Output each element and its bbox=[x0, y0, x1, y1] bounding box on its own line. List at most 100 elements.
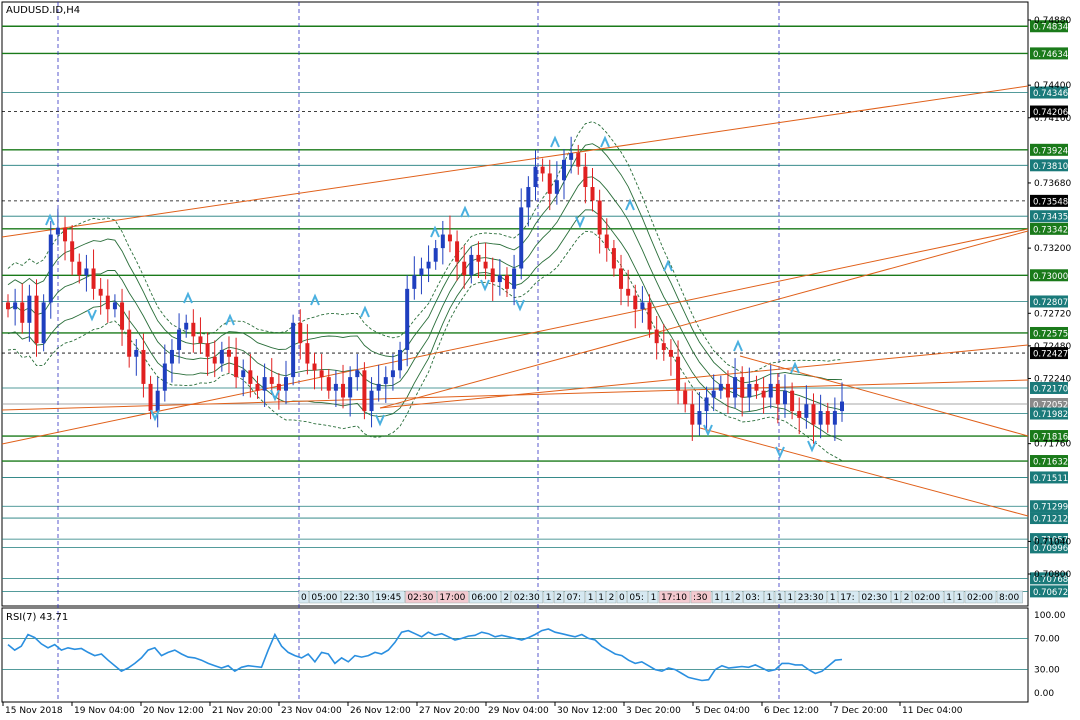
down-arrow-icon bbox=[775, 446, 785, 459]
band-line bbox=[7, 209, 843, 441]
candle-body bbox=[262, 377, 267, 391]
up-arrow-icon bbox=[663, 259, 673, 272]
level-value: 0.70768 bbox=[1033, 575, 1068, 585]
candle-body bbox=[112, 302, 117, 310]
level-value: 0.71982 bbox=[1033, 410, 1068, 420]
time-marker-text: :30 bbox=[693, 593, 708, 603]
level-value: 0.70672 bbox=[1033, 588, 1068, 598]
time-marker-box bbox=[469, 590, 501, 604]
level-value: 0.74346 bbox=[1033, 89, 1068, 99]
time-marker-text: 05:00 bbox=[311, 593, 337, 603]
candle-body bbox=[398, 349, 403, 371]
time-marker-text: 2 bbox=[735, 593, 741, 603]
candle-body bbox=[91, 268, 96, 289]
level-value: 0.71057 bbox=[1033, 536, 1068, 546]
candle-body bbox=[312, 363, 317, 371]
candle-body bbox=[790, 390, 795, 412]
time-marker-box bbox=[595, 590, 606, 604]
candle-body bbox=[255, 383, 260, 391]
candle-body bbox=[241, 370, 246, 378]
level-value: 0.72427 bbox=[1033, 350, 1068, 360]
time-marker-text: 06:00 bbox=[471, 593, 497, 603]
time-marker-text: 02:00 bbox=[967, 593, 993, 603]
level-value: 0.74206 bbox=[1033, 108, 1068, 118]
candle-body bbox=[305, 343, 310, 364]
candle-body bbox=[48, 234, 53, 303]
candle-body bbox=[13, 302, 18, 310]
candle-body bbox=[269, 377, 274, 384]
candle-body bbox=[276, 383, 281, 391]
candle-body bbox=[433, 248, 438, 262]
candle-body bbox=[362, 370, 367, 412]
level-value: 0.74634 bbox=[1033, 50, 1068, 60]
candle-body bbox=[497, 275, 502, 283]
level-tag bbox=[1030, 455, 1068, 468]
candle-body bbox=[27, 295, 32, 323]
up-arrow-icon bbox=[625, 198, 635, 211]
rsi-line bbox=[7, 628, 843, 682]
candle-body bbox=[740, 377, 745, 398]
time-marker-box bbox=[785, 590, 796, 604]
candle-body bbox=[162, 363, 167, 391]
time-axis-label: 21 Nov 20:00 bbox=[212, 706, 273, 716]
candle-body bbox=[519, 207, 524, 269]
trendline bbox=[1, 228, 1029, 445]
candle-body bbox=[818, 411, 823, 425]
candle-body bbox=[248, 370, 253, 384]
candle-body bbox=[226, 349, 231, 357]
level-tag bbox=[1030, 407, 1068, 420]
price-tick-label: 0.72240 bbox=[1034, 374, 1071, 384]
time-marker-text: 1 bbox=[777, 593, 783, 603]
level-value: 0.73342 bbox=[1033, 225, 1068, 235]
time-marker-box bbox=[827, 590, 838, 604]
candle-body bbox=[383, 377, 388, 384]
time-marker-text: 07: bbox=[567, 593, 581, 603]
level-tag bbox=[1030, 194, 1068, 207]
level-value: 0.72575 bbox=[1033, 329, 1068, 339]
time-marker-box bbox=[943, 590, 954, 604]
candle-body bbox=[768, 383, 773, 398]
down-arrow-icon bbox=[515, 299, 525, 312]
candle-body bbox=[77, 261, 82, 276]
level-value: 0.73924 bbox=[1033, 146, 1068, 156]
time-marker-box bbox=[564, 590, 586, 604]
level-tag bbox=[1030, 295, 1068, 308]
candle-body bbox=[84, 268, 89, 276]
down-arrow-icon bbox=[575, 216, 585, 229]
candle-body bbox=[41, 302, 46, 344]
level-tag bbox=[1030, 500, 1068, 513]
level-value: 0.73000 bbox=[1033, 272, 1068, 282]
up-arrow-icon bbox=[360, 305, 370, 318]
candle-body bbox=[326, 377, 331, 391]
candle-body bbox=[832, 411, 837, 425]
level-tag bbox=[1030, 105, 1068, 118]
candle-body bbox=[405, 288, 410, 350]
candle-body bbox=[611, 248, 616, 269]
candle-body bbox=[234, 356, 239, 378]
time-marker-box bbox=[553, 590, 564, 604]
time-marker-text: 0 bbox=[301, 593, 307, 603]
down-arrow-icon bbox=[150, 409, 160, 422]
band-line bbox=[7, 176, 843, 411]
trendline bbox=[699, 427, 1029, 517]
candlesticks[interactable] bbox=[6, 136, 844, 444]
up-arrow-icon bbox=[225, 313, 235, 326]
time-marker-box bbox=[341, 590, 373, 604]
candle-body bbox=[419, 268, 424, 276]
candle-body bbox=[733, 377, 738, 398]
candle-body bbox=[141, 349, 146, 384]
up-arrow-icon bbox=[600, 135, 610, 148]
candle-body bbox=[597, 200, 602, 235]
time-marker-box bbox=[309, 590, 341, 604]
time-marker-box bbox=[585, 590, 596, 604]
level-value: 0.74834 bbox=[1033, 23, 1068, 33]
level-tag bbox=[1030, 397, 1068, 410]
candle-body bbox=[747, 383, 752, 398]
time-axis-label: 29 Nov 04:00 bbox=[488, 706, 549, 716]
candle-body bbox=[219, 349, 224, 364]
time-marker-box bbox=[837, 590, 859, 604]
time-marker-box bbox=[954, 590, 965, 604]
candle-body bbox=[718, 383, 723, 391]
band-line bbox=[7, 121, 843, 374]
